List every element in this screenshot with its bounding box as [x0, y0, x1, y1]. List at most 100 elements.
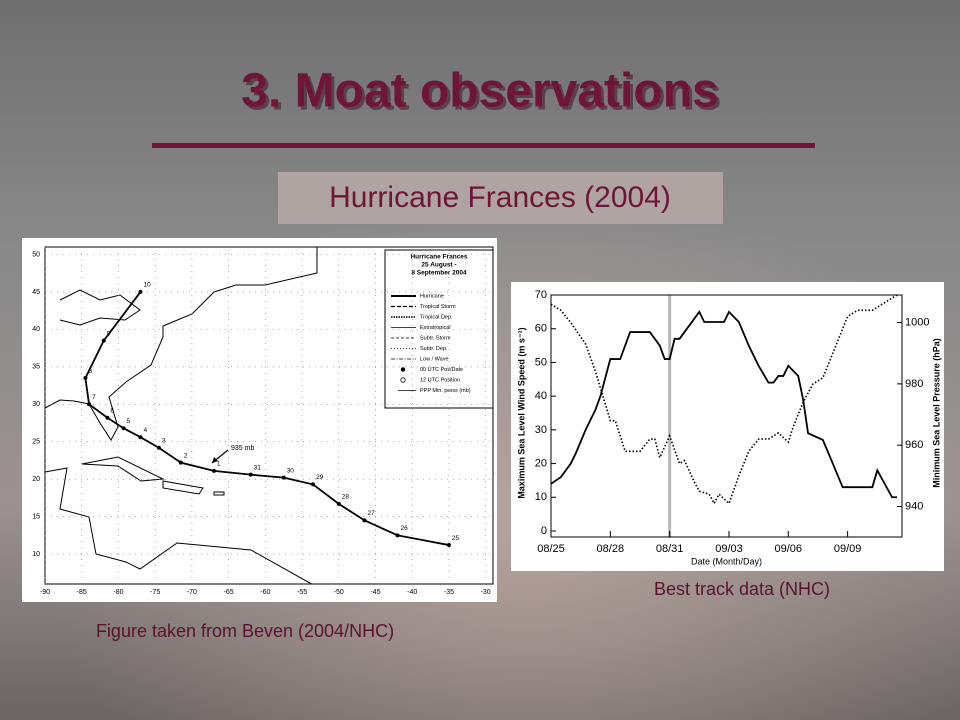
legend-title: 8 September 2004: [411, 270, 467, 277]
y2-tick-label: 960: [905, 439, 923, 451]
x-tick-label: 09/03: [715, 543, 743, 555]
track-label: 5: [127, 418, 131, 425]
track-point: [87, 402, 92, 407]
track-point: [121, 426, 126, 431]
track-label: 25: [452, 535, 460, 542]
y-axis-label: Maximum Sea Level Wind Speed (m s⁻¹): [516, 327, 526, 498]
track-point: [101, 338, 106, 343]
y2-tick-label: 940: [905, 500, 923, 512]
track-point: [362, 518, 367, 523]
track-label: 31: [254, 464, 262, 471]
y-tick-label: 30: [32, 401, 40, 408]
legend-title: 25 August -: [421, 262, 456, 269]
track-point: [178, 460, 183, 465]
x-tick-label: -35: [444, 589, 454, 596]
annotation-arrowhead: [212, 457, 218, 463]
x-tick-label: -30: [481, 589, 491, 596]
y-tick-label: 40: [32, 326, 40, 333]
track-label: 4: [143, 427, 147, 434]
track-point: [138, 289, 143, 294]
x-tick-label: 08/28: [597, 543, 625, 555]
subtitle: Hurricane Frances (2004): [329, 181, 671, 214]
track-label: 27: [367, 510, 375, 517]
legend-title: Hurricane Frances: [410, 254, 467, 261]
legend-label: Hurricane: [420, 293, 444, 299]
y-tick-label: 15: [32, 513, 40, 520]
map-caption: Figure taken from Beven (2004/NHC): [96, 621, 394, 641]
subtitle-box: [278, 172, 723, 224]
y-tick-label: 45: [32, 289, 40, 296]
track-point: [105, 415, 110, 420]
x-tick-label: -50: [334, 589, 344, 596]
x-axis-label: Date (Month/Day): [691, 556, 762, 566]
track-point: [248, 472, 253, 477]
coastlines: [45, 247, 318, 584]
legend-label: Tropical Storm: [420, 304, 456, 310]
title-shadow: 3. Moat observations: [244, 68, 721, 121]
x-tick-label: -65: [224, 589, 234, 596]
y-tick-label: 20: [32, 476, 40, 483]
y-tick-label: 25: [32, 439, 40, 446]
y-tick-label: 10: [32, 551, 40, 558]
legend-label: Tropical Dep.: [420, 314, 453, 320]
y-tick-label: 50: [32, 251, 40, 258]
y-tick-label: 60: [535, 323, 547, 335]
legend-label: Subtr. Dep.: [420, 346, 448, 352]
track-point: [395, 533, 400, 538]
y-tick-label: 10: [535, 491, 547, 503]
chart-caption: Best track data (NHC): [654, 579, 830, 599]
island: [81, 456, 165, 482]
track-label: 1: [217, 461, 221, 468]
coastline: [45, 247, 318, 441]
legend-label: Low / Wave: [420, 356, 449, 362]
x-tick-label: 08/25: [537, 543, 565, 555]
legend-label: 12 UTC Position: [420, 377, 460, 383]
track-point: [311, 482, 316, 487]
x-tick-label: 09/06: [775, 543, 803, 555]
track-label: 29: [316, 474, 324, 481]
track-label: 26: [401, 525, 409, 532]
y-tick-label: 20: [535, 457, 547, 469]
x-tick-label: -85: [77, 589, 87, 596]
y-tick-label: 70: [535, 289, 547, 301]
track-point: [281, 475, 286, 480]
x-tick-label: -80: [113, 589, 123, 596]
wind-line: [551, 310, 898, 499]
track-point: [446, 543, 451, 548]
legend-label: Extratropical: [420, 325, 451, 331]
x-tick-label: -45: [370, 589, 380, 596]
y2-axis-label: Minimum Sea Level Pressure (hPa): [931, 338, 941, 488]
chart: 0 10 20 30 40 50 60 70 940 960 980 1000 08/25 08/28 08…: [516, 289, 941, 566]
x-tick-label: -70: [187, 589, 197, 596]
x-tick-label: -90: [40, 589, 50, 596]
track-label: 7: [92, 394, 96, 401]
slide-title: 3. Moat observations: [241, 65, 718, 118]
title-rule: [152, 143, 815, 148]
y-tick-label: 0: [541, 525, 547, 537]
lakes: [59, 289, 141, 326]
track-point: [336, 501, 341, 506]
x-tick-label: -60: [260, 589, 270, 596]
island: [162, 480, 204, 495]
track-label: 6: [110, 407, 114, 414]
coastline: [45, 467, 313, 584]
chart-panel: [511, 282, 944, 571]
track-label: 2: [184, 452, 188, 459]
track-point: [83, 376, 88, 381]
legend-label: PPP Min. press (mb): [420, 388, 471, 394]
track-label: 28: [342, 494, 350, 501]
y-tick-label: 50: [535, 356, 547, 368]
y2-tick-label: 980: [905, 378, 923, 390]
track-point: [211, 468, 216, 473]
plot-frame: [550, 294, 903, 538]
legend-swatch: [400, 377, 406, 383]
legend-label: 00 UTC Pos/Date: [420, 367, 463, 373]
legend-swatch: [400, 367, 406, 372]
track-label: 9: [107, 330, 111, 337]
legend-label: Subtr. Storm: [420, 335, 451, 341]
y-tick-label: 35: [32, 364, 40, 371]
track-point: [138, 435, 143, 440]
